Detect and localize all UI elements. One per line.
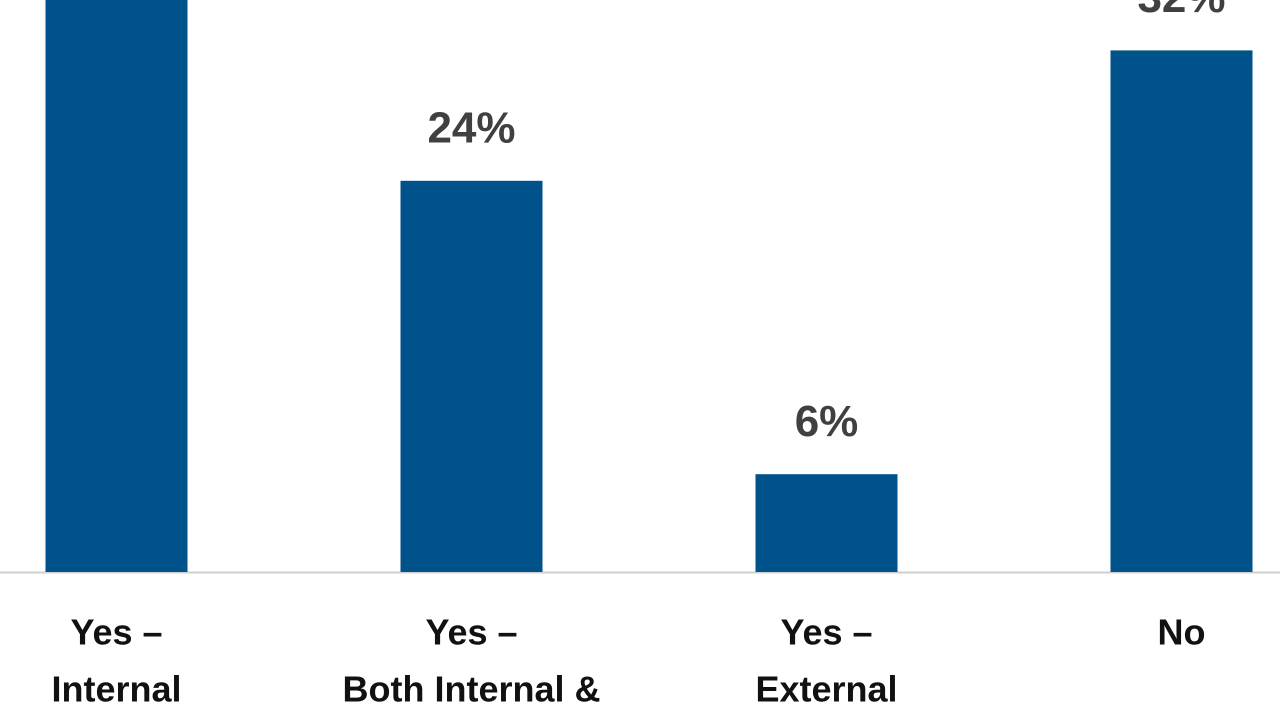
- x-tick-label: External: [755, 669, 897, 710]
- x-tick-label: No: [1158, 612, 1206, 653]
- x-tick-label: Internal: [51, 669, 181, 710]
- x-tick-label: Yes –: [70, 612, 162, 653]
- value-label: 6%: [795, 397, 859, 446]
- value-label: 24%: [427, 103, 515, 152]
- x-tick-label: Both Internal &: [343, 669, 601, 710]
- bar: [755, 474, 898, 572]
- bar: [400, 180, 543, 573]
- x-tick-label: Yes –: [780, 612, 872, 653]
- bar: [45, 0, 188, 573]
- x-tick-label: Yes –: [425, 612, 517, 653]
- bar: [1110, 50, 1253, 572]
- value-label: 32%: [1137, 0, 1225, 22]
